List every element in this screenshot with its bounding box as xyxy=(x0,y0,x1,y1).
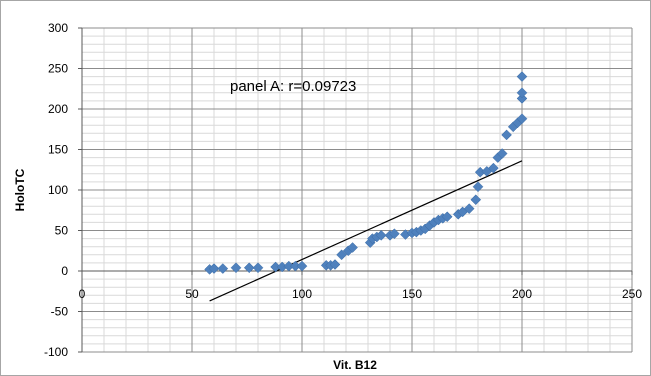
major-gridlines xyxy=(81,27,633,353)
data-point xyxy=(296,260,308,272)
y-tick-label: 250 xyxy=(48,62,68,76)
data-point xyxy=(375,230,387,241)
x-axis-title: Vit. B12 xyxy=(333,358,377,372)
y-tick-label: 0 xyxy=(61,264,68,278)
x-tick-label: 200 xyxy=(512,287,532,301)
data-point xyxy=(463,203,475,214)
data-point xyxy=(496,148,508,159)
x-tick-label: 50 xyxy=(185,287,199,301)
data-points xyxy=(204,71,528,275)
data-point xyxy=(389,228,400,240)
y-tick-label: -100 xyxy=(44,345,68,359)
linear-trendline xyxy=(209,160,523,302)
data-point xyxy=(501,129,512,141)
data-point xyxy=(208,263,220,274)
data-point xyxy=(470,194,482,206)
data-point xyxy=(488,162,499,174)
y-tick-label: -50 xyxy=(51,305,69,319)
data-point xyxy=(516,71,528,82)
data-point xyxy=(217,263,229,274)
x-tick-label: 250 xyxy=(622,287,642,301)
data-point xyxy=(516,87,528,99)
data-point xyxy=(516,93,528,104)
data-point xyxy=(336,249,347,261)
data-point xyxy=(252,262,264,274)
tick-labels: -100 -50 0 50 100 150 200 250 300 0 50 100 150 200 250 xyxy=(44,21,642,359)
y-tick-label: 50 xyxy=(55,224,69,238)
data-point xyxy=(516,113,528,125)
y-tick-label: 300 xyxy=(48,21,68,35)
y-tick-label: 100 xyxy=(48,183,68,197)
data-point xyxy=(329,259,341,270)
y-tick-label: 150 xyxy=(48,143,68,157)
y-tick-label: 200 xyxy=(48,102,68,116)
data-point xyxy=(230,262,242,274)
data-point xyxy=(347,242,358,253)
data-point xyxy=(441,211,453,223)
x-tick-label: 0 xyxy=(79,287,86,301)
data-point xyxy=(243,262,255,274)
x-tick-label: 150 xyxy=(402,287,422,301)
x-tick-label: 100 xyxy=(292,287,312,301)
y-axis-title: HoloTC xyxy=(13,168,27,211)
axes xyxy=(78,27,633,353)
correlation-annotation: panel A: r=0.09723 xyxy=(230,78,356,95)
data-point xyxy=(472,181,484,193)
trendline-group xyxy=(209,160,523,302)
